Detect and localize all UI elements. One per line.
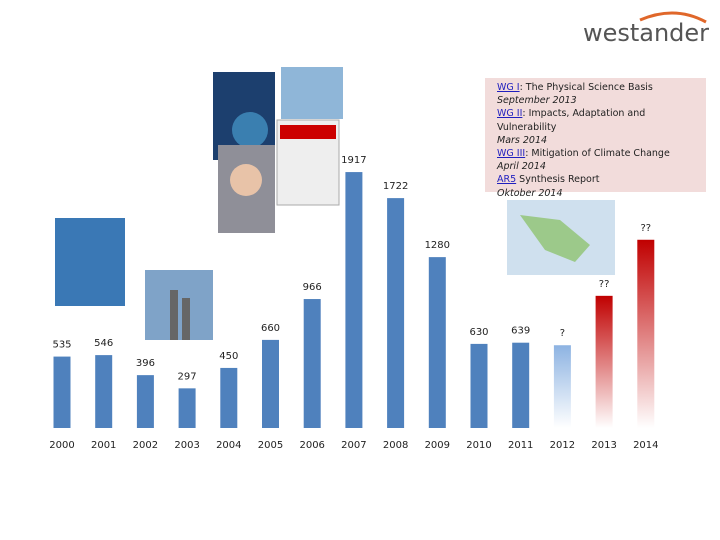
notes-box: WG I: The Physical Science Basis Septembe… [485, 78, 706, 199]
map-land [520, 215, 590, 262]
bar [95, 355, 113, 428]
note-date-line: April 2014 [497, 160, 706, 173]
bar [303, 299, 321, 428]
note-date: April 2014 [497, 161, 546, 173]
x-tick-label: 2014 [633, 440, 658, 451]
note-text: Synthesis Report [516, 174, 600, 186]
value-label: ? [560, 328, 565, 339]
value-label: 1280 [425, 240, 450, 251]
x-tick-label: 2001 [91, 440, 116, 451]
photo-tower [182, 298, 190, 340]
value-label: 535 [52, 340, 71, 351]
value-label: 1917 [341, 155, 366, 166]
bar [512, 342, 530, 428]
value-label: 1722 [383, 181, 408, 192]
bar [428, 257, 446, 428]
bar [553, 345, 571, 428]
bar [220, 367, 238, 428]
bar [470, 343, 488, 428]
note-date-line: Oktober 2014 [497, 187, 706, 200]
note-date: September 2013 [497, 95, 577, 107]
x-tick-label: 2004 [216, 440, 241, 451]
x-tick-label: 2007 [341, 440, 366, 451]
note-text: : The Physical Science Basis [519, 82, 653, 93]
logo: westander [583, 19, 709, 47]
bar [595, 295, 613, 428]
note-text: : Impacts, Adaptation and Vulnerability [497, 108, 646, 133]
x-tick-label: 2009 [425, 440, 450, 451]
bar [53, 356, 71, 428]
value-label: 966 [303, 282, 322, 293]
note-line: WG I: The Physical Science Basis [497, 81, 706, 94]
value-label: 546 [94, 338, 113, 349]
value-label: 396 [136, 358, 155, 369]
value-label: 297 [178, 371, 197, 382]
note-line: AR5 Synthesis Report [497, 173, 706, 186]
value-label: 630 [469, 327, 488, 338]
x-tick-label: 2011 [508, 440, 533, 451]
portrait-face [230, 164, 262, 196]
bar [178, 388, 196, 428]
note-link[interactable]: WG III [497, 148, 526, 160]
note-link[interactable]: AR5 [497, 174, 517, 186]
note-link[interactable]: WG II [497, 108, 523, 120]
logo-arc [639, 11, 707, 24]
x-tick-label: 2003 [174, 440, 199, 451]
newspaper-masthead [280, 125, 336, 139]
note-date: Mars 2014 [497, 134, 548, 146]
note-line: WG II: Impacts, Adaptation and Vulnerabi… [497, 107, 706, 133]
bar [345, 172, 363, 428]
x-tick-label: 2002 [133, 440, 158, 451]
note-link[interactable]: WG I [497, 82, 520, 93]
note-line: WG III: Mitigation of Climate Change [497, 147, 706, 160]
report-cover [55, 218, 125, 306]
value-label: ?? [640, 223, 651, 234]
photo [145, 270, 213, 340]
value-label: 660 [261, 323, 280, 334]
note-date-line: Mars 2014 [497, 134, 706, 147]
x-tick-label: 2006 [299, 440, 324, 451]
newspaper-image [281, 67, 343, 119]
value-label: 639 [511, 326, 530, 337]
value-label: ?? [599, 279, 610, 290]
note-date-line: September 2013 [497, 94, 706, 107]
value-label: 450 [219, 351, 238, 362]
bar [136, 375, 154, 428]
note-text: : Mitigation of Climate Change [525, 148, 670, 160]
x-tick-label: 2000 [49, 440, 74, 451]
bar [637, 239, 655, 428]
photo-tower [170, 290, 178, 340]
bar [387, 198, 405, 428]
x-tick-label: 2013 [591, 440, 616, 451]
note-date: Oktober 2014 [497, 187, 563, 199]
x-tick-label: 2008 [383, 440, 408, 451]
bar [262, 339, 279, 428]
x-tick-label: 2010 [466, 440, 491, 451]
x-tick-label: 2012 [550, 440, 575, 451]
x-tick-label: 2005 [258, 440, 283, 451]
book-cover-globe [232, 112, 268, 148]
